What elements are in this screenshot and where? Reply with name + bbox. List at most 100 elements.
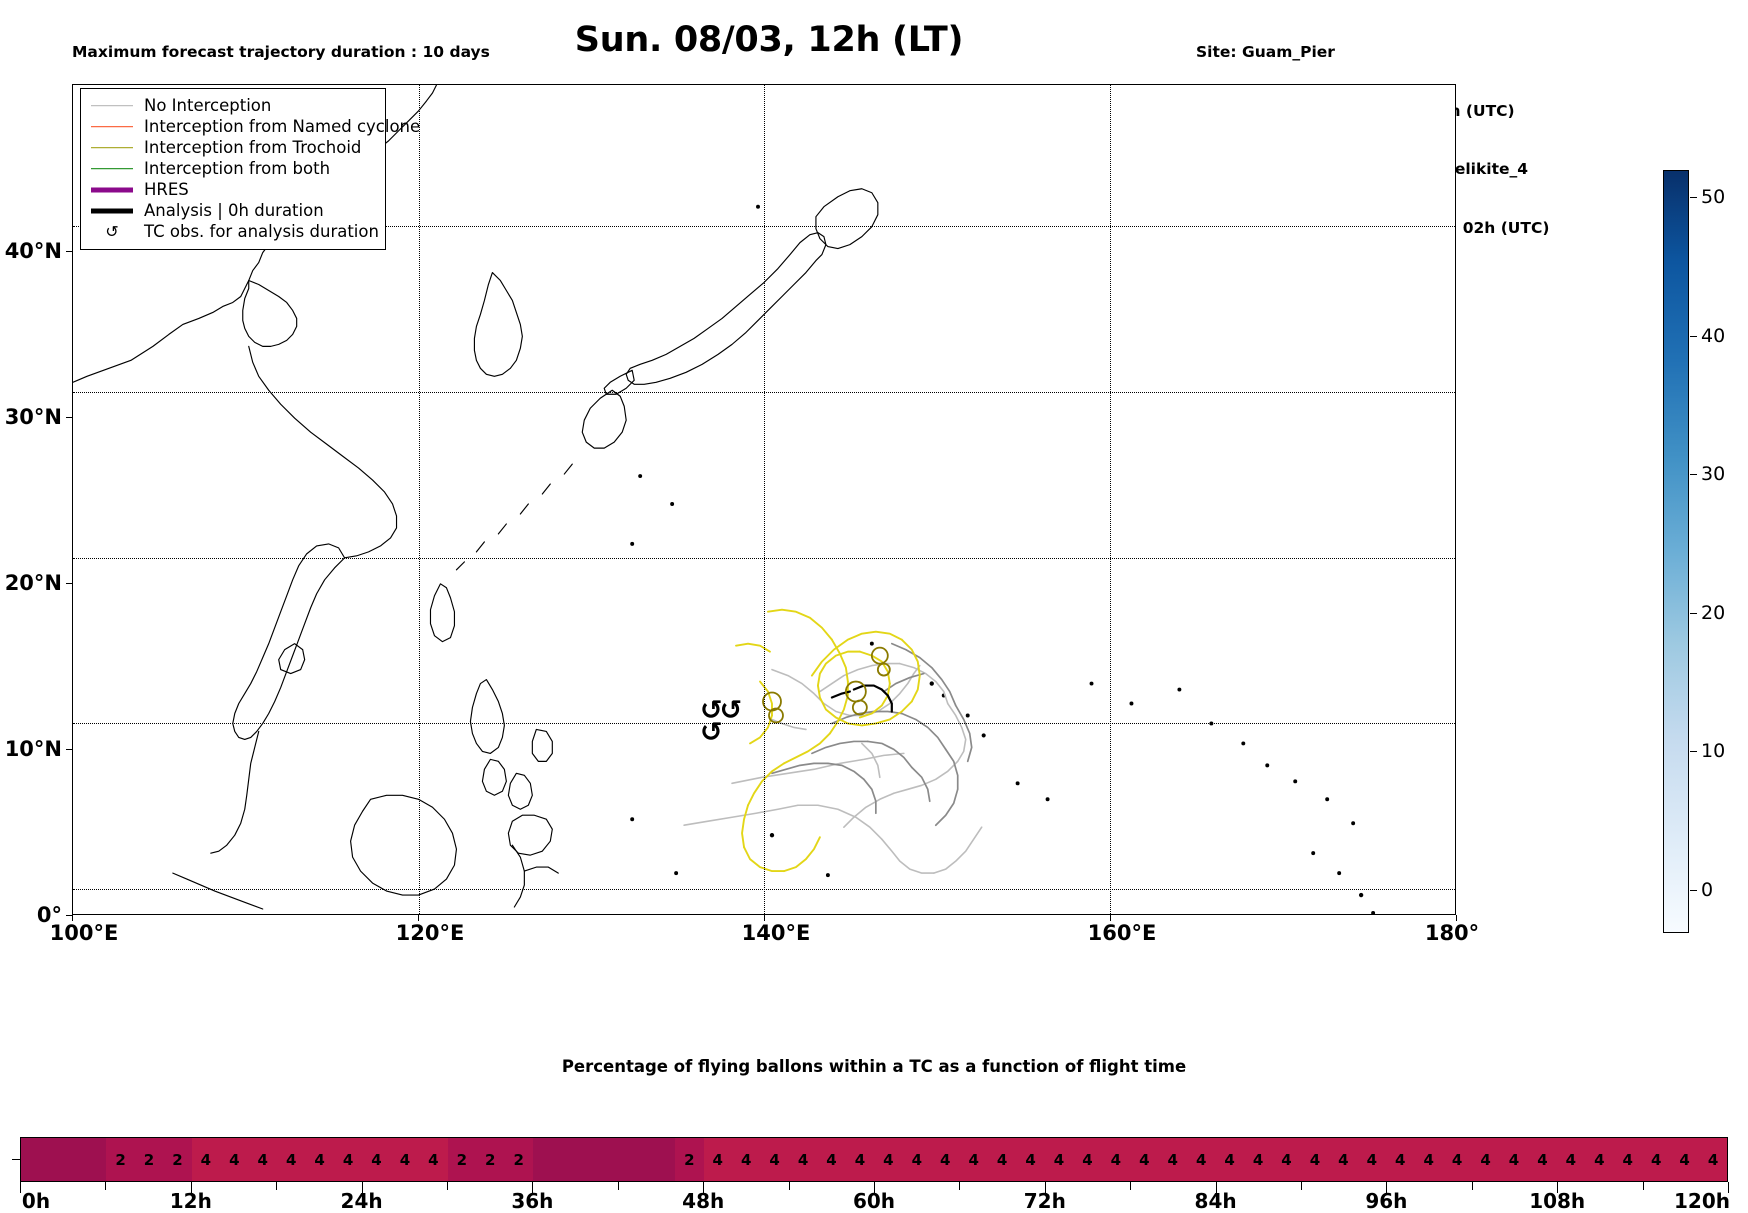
pct-cell: 4 (931, 1138, 960, 1181)
pct-xtick-mark (1386, 1182, 1388, 1193)
pct-cell: 4 (788, 1138, 818, 1181)
pct-xtick-mark (617, 1182, 619, 1190)
pct-cell: 4 (1300, 1138, 1330, 1181)
colorbar-tick-mark-50 (1690, 197, 1697, 198)
pct-xtick-label: 48h (682, 1189, 725, 1213)
pct-cell: 4 (1101, 1138, 1131, 1181)
xtick-mark-1 (418, 915, 419, 921)
pct-cell (49, 1138, 78, 1181)
gridline-lon-160 (1109, 85, 1111, 914)
gridline-lat-30 (73, 391, 1455, 393)
pct-xtick-label: 12h (169, 1189, 212, 1213)
legend-label-analysis: Analysis | 0h duration (144, 200, 324, 220)
pct-xtick-mark (105, 1182, 107, 1190)
pct-cell: 4 (390, 1138, 420, 1181)
pct-cell (561, 1138, 590, 1181)
xtick-mark-2 (764, 915, 765, 921)
colorbar-tick-mark-30 (1690, 474, 1697, 475)
gridline-lon-120 (418, 85, 420, 914)
pct-xtick-mark (276, 1182, 278, 1190)
colorbar-tick-label-10: 10 (1701, 740, 1726, 762)
pct-xtick-label: 120h (1674, 1189, 1730, 1213)
xtick-label-1: 120°E (395, 921, 465, 945)
pct-xtick-mark (1642, 1182, 1644, 1190)
pct-xtick-mark (1215, 1182, 1217, 1193)
xtick-label-0: 100°E (49, 921, 119, 945)
legend-item-tc-obs: ↺ TC obs. for analysis duration (89, 221, 379, 242)
gridline-lat-40 (73, 225, 1455, 227)
pct-cell: 4 (1215, 1138, 1244, 1181)
pct-cell: 2 (106, 1138, 135, 1181)
pct-xtick-label: 24h (340, 1189, 383, 1213)
page-title-text: Sun. 08/03, 12h (LT) (574, 20, 964, 60)
pct-xtick-label: 108h (1529, 1189, 1586, 1213)
pct-cell: 2 (134, 1138, 164, 1181)
map-legend: No Interception Interception from Named … (80, 88, 420, 250)
pct-cell: 4 (191, 1138, 221, 1181)
pct-cell: 2 (163, 1138, 192, 1181)
legend-item-named-cyclone: Interception from Named cyclone (89, 116, 420, 137)
pct-xtick-mark (532, 1182, 534, 1193)
pct-xtick-label: 96h (1365, 1189, 1408, 1213)
colorbar-tick-label-20: 20 (1701, 602, 1726, 624)
tc-observation-markers: ↺↺ ↺ (700, 697, 742, 746)
pct-xtick-label: 84h (1194, 1189, 1237, 1213)
colorbar-tick-label-0: 0 (1701, 879, 1714, 901)
legend-item-trochoid: Interception from Trochoid (89, 137, 377, 158)
ytick-label-0: 0° (36, 903, 62, 927)
tc-obs-marker-0: ↺ (700, 695, 723, 726)
pct-cell: 4 (817, 1138, 846, 1181)
pct-cell: 4 (333, 1138, 363, 1181)
gridline-lon-140 (764, 85, 765, 914)
pct-cell: 4 (760, 1138, 789, 1181)
ytick-label-4: 40°N (4, 239, 62, 263)
legend-label-named-cyclone: Interception from Named cyclone (144, 116, 421, 136)
ytick-mark-0 (66, 915, 72, 916)
colorbar-tick-mark-0 (1690, 890, 1697, 891)
legend-label-tc-obs: TC obs. for analysis duration (144, 221, 379, 241)
header-left-line-0: Maximum forecast trajectory duration : 1… (72, 43, 490, 61)
pct-ytick-mark (12, 1159, 20, 1160)
xtick-label-4: 180° (1424, 921, 1480, 945)
pct-xtick-mark (1557, 1182, 1559, 1193)
legend-line-swatch-both (89, 161, 135, 177)
pct-cell: 4 (1641, 1138, 1671, 1181)
header-right-line-0: Site: Guam_Pier (1196, 43, 1335, 61)
colorbar-gradient (1664, 171, 1688, 932)
pct-cell: 4 (1130, 1138, 1159, 1181)
colorbar-tick-label-40: 40 (1701, 325, 1726, 347)
pct-xtick-mark (1728, 1182, 1729, 1193)
pct-xtick-mark (1301, 1182, 1302, 1190)
xtick-mark-3 (1110, 915, 1111, 921)
pct-xtick-mark (874, 1182, 875, 1193)
pct-xtick-mark (703, 1182, 705, 1193)
ytick-mark-2 (66, 583, 72, 584)
pct-cell: 2 (476, 1138, 505, 1181)
pct-xtick-mark (1130, 1182, 1132, 1190)
pct-cell: 4 (1499, 1138, 1529, 1181)
pct-xtick-mark (1044, 1182, 1046, 1193)
pct-cell: 4 (1243, 1138, 1273, 1181)
legend-line-swatch-trochoid (89, 140, 135, 156)
pct-cell: 4 (1556, 1138, 1586, 1181)
legend-label-both: Interception from both (144, 158, 331, 178)
pct-cell: 4 (1442, 1138, 1472, 1181)
pct-cell: 4 (987, 1138, 1017, 1181)
pct-xtick-mark (788, 1182, 790, 1190)
legend-label-no-interception: No Interception (144, 95, 272, 115)
pct-cell: 2 (447, 1138, 476, 1181)
pct-xtick-label: 0h (21, 1189, 51, 1213)
legend-item-hres: HRES (89, 179, 377, 200)
pct-xtick-mark (959, 1182, 961, 1190)
pct-xtick-mark (20, 1182, 21, 1193)
gridline-lat-20 (73, 557, 1455, 559)
pct-cell: 4 (1186, 1138, 1216, 1181)
colorbar-tick-mark-20 (1690, 613, 1697, 614)
xtick-mark-0 (72, 915, 73, 921)
gridline-lat-10 (73, 723, 1455, 725)
ytick-label-1: 10°N (4, 737, 62, 761)
page-title: Sun. 08/03, 12h (LT) (0, 20, 1748, 60)
pct-cell: 4 (1272, 1138, 1301, 1181)
pct-cell: 4 (1329, 1138, 1358, 1181)
